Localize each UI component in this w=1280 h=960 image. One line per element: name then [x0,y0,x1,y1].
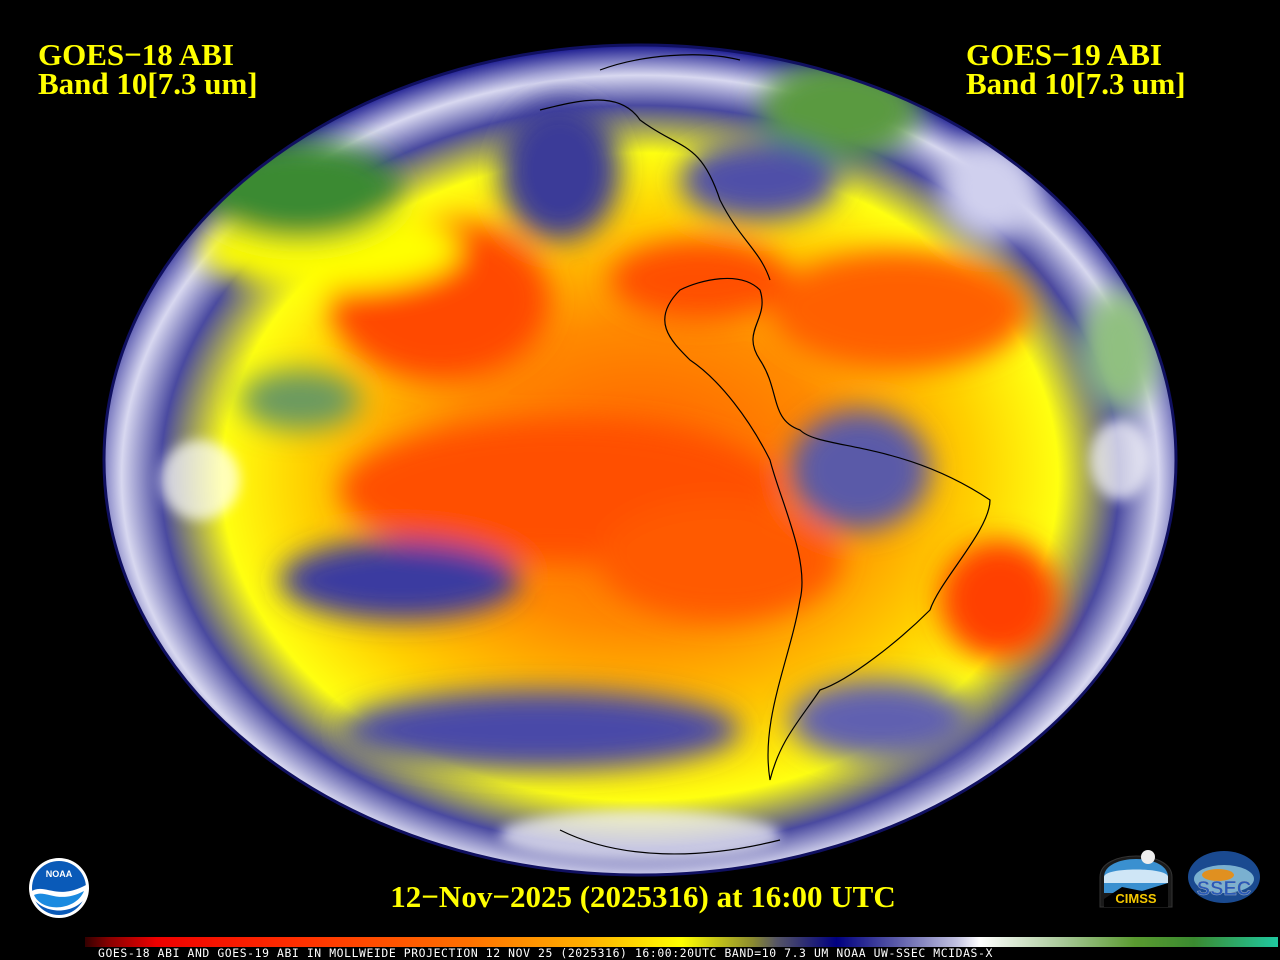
cimss-logo-text: CIMSS [1115,891,1157,906]
colorbar [85,937,1278,947]
cimss-ssec-logos: CIMSS SSEC [1099,850,1260,908]
observation-date-label: 12−Nov−2025 (2025316) at 16:00 UTC [390,879,896,914]
ssec-logo-text: SSEC [1197,878,1251,900]
noaa-logo-text: NOAA [46,869,73,879]
left-title-line1: GOES−18 ABI [38,37,234,72]
right-title-line1: GOES−19 ABI [966,37,1162,72]
noaa-logo: NOAA [29,858,89,918]
coastline-outlines [539,54,991,855]
left-title-line2: Band 10[7.3 um] [38,66,258,101]
left-satellite-title: GOES−18 ABI Band 10[7.3 um] [38,37,258,101]
right-title-line2: Band 10[7.3 um] [966,66,1186,101]
right-satellite-title: GOES−19 ABI Band 10[7.3 um] [966,37,1186,101]
image-caption: GOES-18 ABI AND GOES-19 ABI IN MOLLWEIDE… [98,946,993,960]
water-vapor-globe-image [102,43,1178,877]
